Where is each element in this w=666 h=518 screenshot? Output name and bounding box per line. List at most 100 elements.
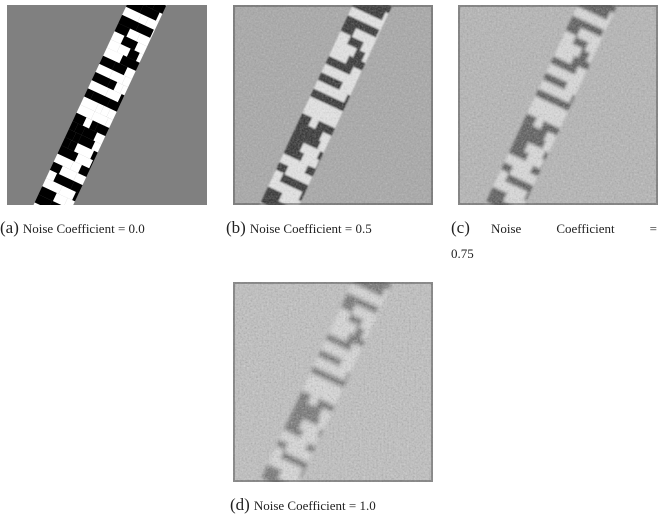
subfigure: (d) Noise Coefficient = 1.0	[230, 282, 439, 518]
stripe-block	[73, 143, 95, 159]
caption-text: Noise Coefficient = 0.75	[451, 221, 657, 261]
stripe-block	[126, 28, 141, 42]
stripe-block	[46, 169, 58, 182]
panel-image	[458, 5, 658, 205]
caption-label: (a)	[0, 218, 19, 237]
frame	[233, 282, 433, 482]
subfigure: (b) Noise Coefficient = 0.5	[226, 5, 439, 241]
stripe-block	[89, 120, 99, 132]
stripe-block	[155, 12, 163, 22]
stripe-block	[81, 126, 98, 141]
stripe-block	[134, 42, 148, 55]
stripe-block	[106, 39, 121, 53]
caption: (d) Noise Coefficient = 1.0	[230, 492, 439, 518]
stripe-block	[126, 48, 140, 62]
stripe-block	[38, 186, 57, 202]
stripe-block	[58, 165, 78, 181]
stripe-block	[49, 161, 63, 175]
stripe-block	[110, 31, 125, 45]
panel-image	[233, 282, 433, 482]
stripe-block	[72, 192, 79, 202]
stripe-block	[90, 150, 98, 161]
stripe-block	[77, 135, 96, 150]
stripe-block	[82, 117, 93, 129]
stripe-block	[72, 132, 82, 144]
stripe-block	[84, 88, 95, 100]
stripe-block	[104, 117, 113, 129]
stripe-block	[122, 6, 142, 23]
stripe-block	[109, 70, 126, 85]
noise	[233, 5, 433, 205]
stripe-block	[61, 137, 72, 149]
stripe-block	[116, 44, 131, 57]
frame	[458, 5, 658, 205]
stripe-block	[94, 103, 105, 114]
stripe-block	[119, 55, 140, 71]
stripe-block	[113, 82, 124, 94]
caption-text: Noise Coefficient = 0.5	[249, 221, 372, 236]
stripe-block	[74, 123, 86, 136]
stripe-block	[72, 112, 87, 126]
stripe-block	[112, 61, 128, 76]
stripe-block	[119, 85, 129, 96]
stripe-block	[42, 178, 63, 194]
caption-label: (d)	[230, 495, 250, 514]
stripe-block	[53, 173, 75, 190]
stripe-block	[94, 122, 110, 137]
frame	[233, 5, 433, 205]
stripe-block	[53, 153, 74, 170]
stripe-block	[95, 63, 113, 79]
stripe-block	[137, 13, 149, 26]
stripe-block	[100, 105, 111, 117]
stripe-block	[135, 52, 144, 63]
stripe-block	[136, 33, 151, 47]
stripe-block	[135, 22, 154, 38]
panel-image	[233, 5, 433, 205]
stripe-block	[69, 161, 82, 174]
stripe-block	[99, 55, 116, 70]
subfigure: (a) Noise Coefficient = 0.0	[0, 5, 213, 241]
stripe-block	[80, 96, 99, 112]
stripe-block	[103, 47, 124, 64]
stripe-block	[105, 88, 122, 103]
stripe-block	[91, 72, 111, 88]
stripe-block	[87, 80, 109, 97]
stripe-block	[121, 76, 132, 88]
stripe-block	[120, 35, 139, 51]
stripe-block	[146, 5, 157, 10]
caption-label: (b)	[226, 218, 246, 237]
stripe-block	[67, 140, 78, 152]
stripe-block	[48, 200, 64, 205]
stripe-block	[106, 108, 117, 120]
caption: (b) Noise Coefficient = 0.5	[226, 215, 439, 241]
stripe-block	[117, 94, 125, 104]
stripe-block	[63, 198, 75, 205]
noise	[458, 5, 658, 205]
stripe-block	[107, 79, 118, 91]
caption-text: Noise Coefficient = 0.0	[22, 221, 145, 236]
stripe-block	[57, 145, 79, 162]
stripe-block	[118, 14, 140, 32]
stripe-block	[125, 5, 144, 14]
stripe-block	[74, 153, 94, 169]
stripe-block	[52, 192, 68, 205]
caption: (a) Noise Coefficient = 0.0	[0, 215, 213, 241]
stripe-block	[89, 160, 94, 169]
caption-text: Noise Coefficient = 1.0	[253, 498, 376, 513]
stripe-block	[65, 129, 77, 141]
stripe-block	[78, 164, 91, 177]
stripe-block	[150, 29, 155, 39]
stripe-block	[106, 98, 121, 112]
subfigure: (c) Noise Coefficient = 0.75	[451, 5, 664, 266]
stripe-block	[91, 141, 102, 153]
stripe-block	[91, 111, 109, 126]
stripe-block	[68, 120, 79, 132]
stripe-block	[70, 181, 83, 194]
stripe-block	[114, 23, 131, 37]
stripe-block	[152, 5, 167, 14]
stripe-block	[90, 91, 111, 108]
caption-label: (c)	[451, 218, 470, 237]
stripe-block	[93, 132, 106, 145]
stripe-block	[144, 17, 159, 31]
